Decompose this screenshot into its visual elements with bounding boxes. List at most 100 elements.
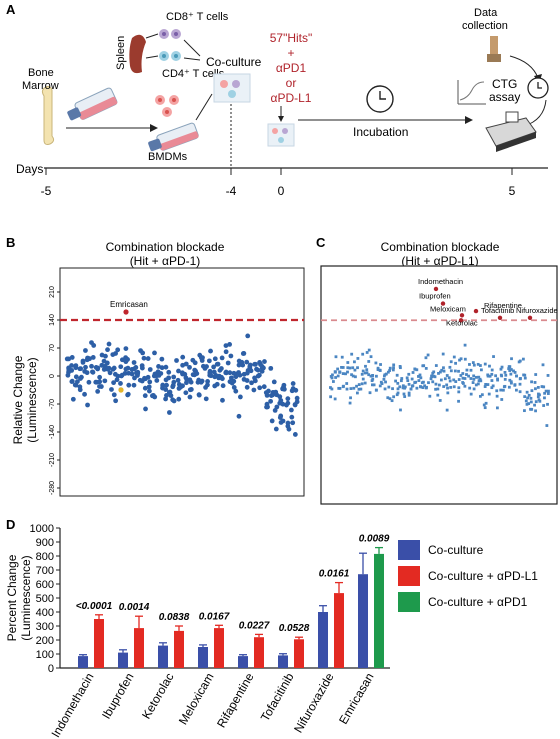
panel-b-point xyxy=(253,361,258,367)
panel-d-category-label: Ketorolac xyxy=(139,671,176,722)
panel-c-point xyxy=(394,379,397,383)
panel-b-point xyxy=(245,333,251,339)
panel-b-point xyxy=(236,370,241,375)
panel-c-point xyxy=(364,364,367,368)
panel-c-point xyxy=(457,369,460,373)
panel-c-point xyxy=(356,357,360,360)
panel-b-point xyxy=(278,398,284,403)
panel-c-point xyxy=(478,394,482,398)
panel-c-point xyxy=(410,377,414,381)
panel-c-point xyxy=(477,375,481,379)
panel-c-point xyxy=(333,397,337,401)
panel-b-point xyxy=(268,365,274,371)
panel-c-point xyxy=(388,366,392,370)
panel-c-point xyxy=(538,393,541,397)
panel-c-point xyxy=(346,361,350,364)
panel-b-point xyxy=(171,374,177,380)
panel-c-point xyxy=(376,368,380,371)
panel-c-highlights: Indomethacin Ibuprofen Rifapentine Meloxica… xyxy=(418,277,558,327)
panel-c-point xyxy=(480,393,484,397)
panel-c-point xyxy=(415,386,419,390)
panel-d-bar xyxy=(334,593,344,668)
panel-b-point xyxy=(269,418,275,424)
panel-b-point xyxy=(218,366,224,371)
panel-c-point xyxy=(449,360,453,364)
panel-c-point xyxy=(432,374,436,378)
panel-b-point xyxy=(139,365,145,371)
panel-b-point xyxy=(159,365,165,371)
panel-b-point xyxy=(95,389,101,394)
panel-b-ytick-label: 70 xyxy=(49,344,56,352)
panel-b-point xyxy=(289,414,295,420)
panel-b-point xyxy=(178,384,183,390)
panel-b-point xyxy=(252,378,258,384)
panel-c-point xyxy=(484,401,488,405)
panel-b-point xyxy=(142,385,148,391)
panel-c-point xyxy=(424,356,428,360)
panel-c-point xyxy=(501,388,505,392)
panel-b-point xyxy=(211,364,217,370)
legend-label-coculture: Co-culture xyxy=(428,543,484,557)
panel-b-point xyxy=(138,348,143,354)
panel-b-point xyxy=(231,385,237,390)
panel-c-point xyxy=(445,383,449,387)
panel-b-point xyxy=(135,370,141,376)
panel-d-bars xyxy=(78,546,384,668)
panel-b-point xyxy=(65,372,71,378)
panel-c-highlight-point xyxy=(433,286,439,292)
panel-c-point xyxy=(491,384,495,388)
day-tick-m5: -5 xyxy=(41,184,52,198)
panel-c-point xyxy=(507,385,511,389)
panel-d-bar xyxy=(278,655,288,668)
panel-c-point xyxy=(546,392,550,395)
arrow-spleen-cd4 xyxy=(145,55,159,59)
panel-d-label: D xyxy=(6,517,15,532)
panel-b-point xyxy=(239,359,245,365)
panel-c-point xyxy=(439,378,443,382)
panel-b-point xyxy=(207,370,213,376)
panel-c-highlight-label: Nifuroxazide xyxy=(516,306,558,315)
panel-b-point xyxy=(164,392,169,398)
panel-c-point xyxy=(492,355,495,358)
panel-c-point xyxy=(351,374,355,378)
panel-b-point xyxy=(268,393,274,398)
panel-b-point xyxy=(176,396,182,402)
panel-c-point xyxy=(541,363,545,367)
panel-d-pvalue: 0.0089 xyxy=(359,534,390,545)
panel-b-point xyxy=(280,418,286,424)
panel-c-point xyxy=(513,371,517,374)
panel-c-point xyxy=(518,359,522,363)
panel-b-point xyxy=(125,365,131,371)
panel-c-point xyxy=(349,387,353,390)
panel-d-axes: 0 100 200 300 400 500 600 700 800 900 1000 xyxy=(30,523,390,675)
panel-c-point xyxy=(331,373,334,377)
panel-b-point xyxy=(244,370,250,376)
panel-b-point xyxy=(170,384,176,390)
panel-c-point xyxy=(534,409,537,413)
panel-c-point xyxy=(478,377,482,381)
clock-icon xyxy=(366,85,394,113)
bone-marrow-line-1: Bone xyxy=(28,67,54,79)
panel-c-point xyxy=(527,393,531,397)
panel-c-point xyxy=(367,348,371,352)
panel-c-highlight-point xyxy=(459,313,465,318)
panel-d-ytick-label: 100 xyxy=(36,649,54,661)
panel-b-point xyxy=(227,370,233,376)
panel-d-bar xyxy=(358,574,368,668)
panel-c-point xyxy=(378,384,382,388)
panel-b-point xyxy=(150,392,156,398)
panel-b-point xyxy=(229,375,234,381)
panel-b-point xyxy=(125,357,130,362)
panel-b-point xyxy=(264,392,270,398)
panel-b-point xyxy=(122,370,128,376)
panel-b-point xyxy=(255,367,261,373)
panel-c-point xyxy=(542,385,546,389)
panel-c-point xyxy=(392,366,395,370)
panel-b-point xyxy=(147,388,152,394)
panel-b-point xyxy=(73,363,79,369)
panel-c-point xyxy=(546,402,549,406)
panel-c-point xyxy=(413,367,417,371)
panel-c-highlight-label: Meloxicam xyxy=(430,304,466,313)
panel-d-ytick-label: 1000 xyxy=(30,523,54,535)
